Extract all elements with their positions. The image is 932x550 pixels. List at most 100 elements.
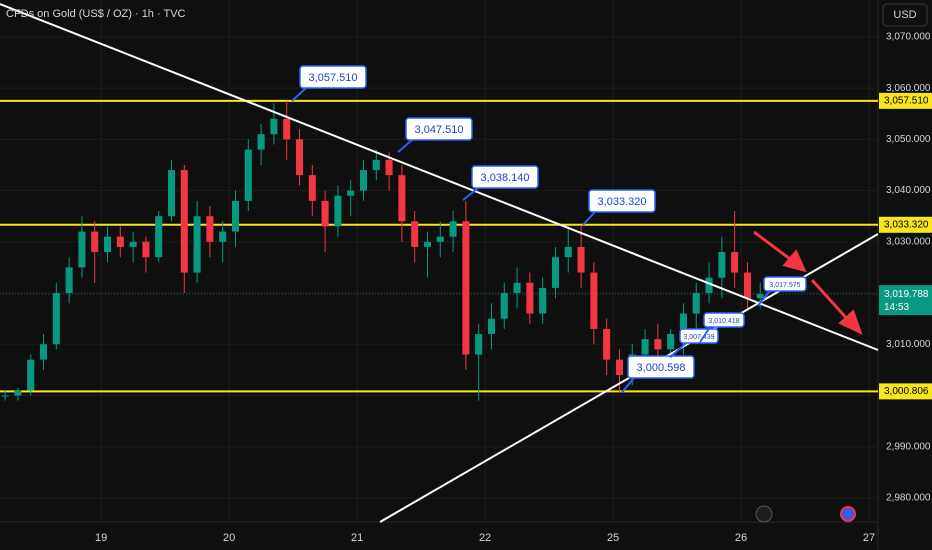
arrow-head bbox=[782, 249, 807, 273]
callout-box bbox=[703, 312, 745, 328]
callout-label: 3,047.510 bbox=[415, 124, 464, 136]
callout-label: 3,057.510 bbox=[309, 72, 358, 84]
candle-body bbox=[679, 313, 687, 335]
level-label: 3,000.806 bbox=[884, 386, 929, 397]
candle-body bbox=[78, 231, 86, 268]
x-tick-label: 20 bbox=[223, 532, 235, 544]
candle-body bbox=[295, 139, 304, 176]
candle-body bbox=[564, 246, 572, 258]
y-tick-label: 3,070.000 bbox=[886, 32, 931, 43]
candle-body bbox=[475, 334, 483, 355]
candle-body bbox=[718, 252, 726, 278]
candle-body bbox=[411, 221, 419, 247]
trendline bbox=[0, 3, 879, 351]
candle-body bbox=[551, 257, 559, 288]
callout-label: 3,017.575 bbox=[769, 282, 800, 289]
icon[interactable] bbox=[755, 505, 773, 523]
icon[interactable] bbox=[840, 506, 856, 522]
candle-body bbox=[359, 170, 368, 191]
callout-label: 3,000.598 bbox=[637, 362, 686, 374]
x-tick-label: 22 bbox=[479, 532, 491, 544]
candle-body bbox=[180, 170, 188, 273]
callout-pointer bbox=[757, 290, 771, 307]
callout-box bbox=[405, 117, 473, 141]
candle-body bbox=[500, 293, 508, 319]
candle-body bbox=[756, 294, 764, 299]
callout-pointer bbox=[462, 187, 479, 201]
callout-box bbox=[299, 65, 367, 89]
y-tick-label: 3,050.000 bbox=[886, 134, 931, 145]
x-tick-label: 21 bbox=[351, 532, 363, 544]
candle-body bbox=[705, 277, 713, 294]
candle-body bbox=[52, 293, 60, 345]
levels bbox=[0, 99, 878, 393]
candle-body bbox=[449, 221, 457, 237]
candle-body bbox=[347, 190, 355, 196]
annotations: 3,057.510 3,047.510 3,038.140 3,033.320 3,00… bbox=[291, 65, 807, 394]
candle-body bbox=[603, 328, 611, 360]
callout-box bbox=[763, 276, 807, 292]
currency: USD bbox=[893, 9, 916, 21]
candle-body bbox=[654, 339, 662, 350]
candle-body bbox=[334, 195, 342, 227]
arrow bbox=[810, 278, 852, 324]
candle-body bbox=[129, 241, 137, 247]
candle-body bbox=[731, 252, 739, 273]
callout-label: 3,010.418 bbox=[708, 318, 739, 325]
candle-body bbox=[487, 318, 495, 335]
callout-pointer bbox=[582, 211, 596, 226]
last-price-tag bbox=[879, 285, 932, 316]
y-tick-label: 3,030.000 bbox=[886, 236, 931, 247]
level-tag bbox=[879, 383, 932, 400]
candle-body bbox=[667, 334, 675, 350]
candle-body bbox=[219, 231, 227, 242]
candle-body bbox=[206, 216, 214, 242]
candle-body bbox=[142, 241, 150, 258]
x-tick-label: 25 bbox=[607, 532, 619, 544]
candle-body bbox=[103, 236, 112, 253]
currency-box[interactable] bbox=[882, 3, 928, 27]
callout-box bbox=[627, 355, 695, 379]
candle-body bbox=[615, 359, 623, 376]
candle-body bbox=[116, 236, 124, 247]
candle-body bbox=[513, 282, 521, 294]
candle-body bbox=[27, 359, 35, 391]
callout-box bbox=[588, 189, 656, 213]
candle-body bbox=[321, 200, 329, 227]
last-price-label: 3,019.788 bbox=[884, 289, 929, 300]
y-tick-label: 3,010.000 bbox=[886, 339, 931, 350]
candle-body bbox=[590, 272, 598, 329]
candle-body bbox=[423, 241, 432, 247]
candle-body bbox=[91, 231, 99, 253]
x-tick-label: 19 bbox=[95, 532, 107, 544]
candle-body bbox=[692, 293, 700, 314]
y-tick-label: 3,040.000 bbox=[886, 185, 931, 196]
candle-body bbox=[1, 395, 9, 397]
arrows bbox=[753, 230, 863, 335]
candle-body bbox=[308, 175, 316, 201]
y-tick-label: 2,990.000 bbox=[886, 441, 931, 452]
candle-body bbox=[14, 390, 22, 396]
candle-body bbox=[372, 159, 380, 171]
callout-pointer bbox=[699, 326, 711, 343]
candle-body bbox=[398, 175, 406, 222]
callout-pointer bbox=[291, 87, 307, 102]
callout-box bbox=[471, 165, 539, 189]
countdown: 14:53 bbox=[884, 302, 909, 313]
level-tag bbox=[879, 92, 932, 109]
candle-body bbox=[577, 246, 585, 273]
candle-body bbox=[743, 272, 751, 299]
candle-body bbox=[283, 118, 291, 140]
y-tick-label: 3,060.000 bbox=[886, 83, 931, 94]
candle-body bbox=[193, 216, 201, 273]
candle-body bbox=[244, 149, 252, 201]
candle-body bbox=[462, 221, 470, 355]
y-tick-label: 2,980.000 bbox=[886, 493, 931, 504]
arrow-head bbox=[838, 309, 863, 335]
callout-label: 3,007.439 bbox=[683, 334, 714, 341]
candle-body bbox=[385, 159, 393, 176]
callout-label: 3,038.140 bbox=[481, 172, 530, 184]
candle-body bbox=[641, 339, 649, 355]
candle-body bbox=[539, 287, 547, 314]
level-tag bbox=[879, 216, 932, 233]
